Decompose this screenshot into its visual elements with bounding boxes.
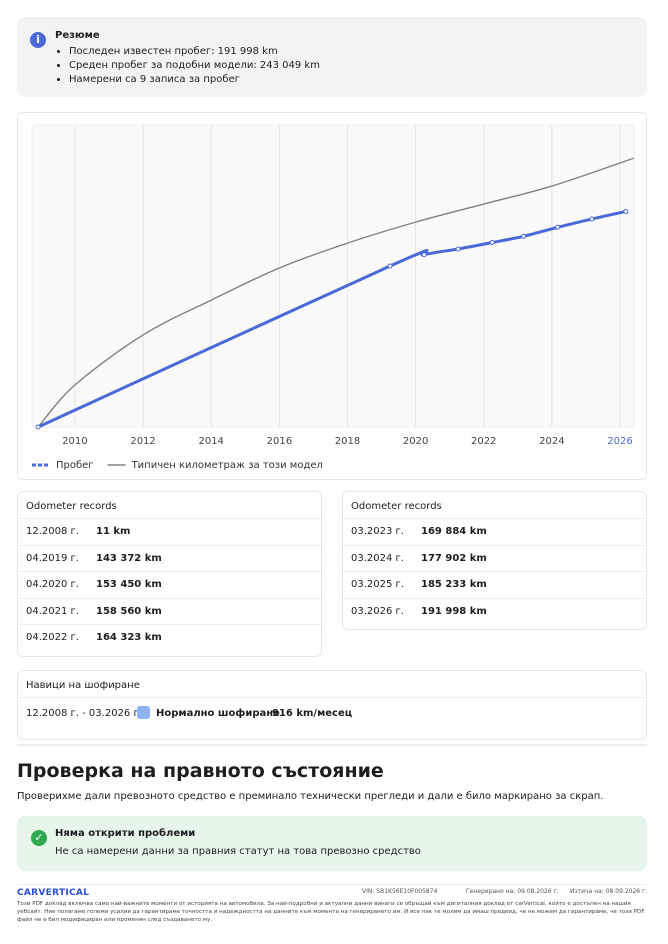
record-row: 12.2008 г. 11 km xyxy=(18,518,321,545)
record-date: 04.2020 г. xyxy=(26,579,79,590)
legend-label: Пробег xyxy=(56,460,94,471)
divider xyxy=(17,744,647,746)
driving-card: Навици на шофиране 12.2008 г. - 03.2026 … xyxy=(17,670,647,740)
record-km: 177 902 km xyxy=(421,552,487,564)
status-box: ✓ Няма открити проблеми Не са намерени д… xyxy=(17,816,647,871)
status-text: Не са намерени данни за правния статут н… xyxy=(55,846,421,857)
record-date: 04.2021 г. xyxy=(26,605,79,617)
x-tick-label: 2020 xyxy=(403,436,428,447)
data-point xyxy=(623,208,629,214)
record-row: 04.2019 г. 143 372 km xyxy=(18,544,321,572)
footer-disclaimer: Този PDF доклад включва само най-важните… xyxy=(17,901,645,923)
footer-generated: Генерирано на: 09.08.2026 г. xyxy=(466,888,559,895)
check-icon: ✓ xyxy=(31,830,47,846)
summary-title: Резюме xyxy=(55,30,100,41)
record-row: 04.2022 г. 164 323 km xyxy=(18,624,321,651)
series-line xyxy=(37,209,627,429)
x-tick-label: 2026 xyxy=(607,436,632,447)
x-tick-label: 2018 xyxy=(335,436,360,447)
style-swatch xyxy=(137,706,150,719)
x-tick-label: 2022 xyxy=(471,436,496,447)
x-tick-label: 2014 xyxy=(198,436,223,447)
divider xyxy=(17,884,647,885)
card-title: Odometer records xyxy=(26,501,117,512)
legend-label: Типичен километраж за този модел xyxy=(131,460,323,471)
section-title: Проверка на правното състояние xyxy=(17,760,384,782)
x-tick-label: 2016 xyxy=(267,436,292,447)
record-row: 03.2024 г. 177 902 km xyxy=(343,544,646,572)
driving-style: Нормално шофиране xyxy=(156,708,280,719)
footer-expires: Изтича на: 08.09.2026 г. xyxy=(570,888,648,895)
record-km: 153 450 km xyxy=(96,579,162,590)
record-date: 04.2022 г. xyxy=(26,632,79,643)
data-point xyxy=(35,424,41,430)
record-km: 169 884 km xyxy=(421,526,487,537)
record-km: 164 323 km xyxy=(96,632,162,643)
logo: CARVERTICAL xyxy=(17,888,90,898)
card-title: Odometer records xyxy=(351,501,442,512)
record-date: 04.2019 г. xyxy=(26,552,79,564)
summary-list: Последен известен пробег: 191 998 km Сре… xyxy=(55,45,320,87)
data-point xyxy=(589,216,595,222)
x-tick-label: 2010 xyxy=(62,436,87,447)
data-point xyxy=(489,240,495,246)
record-row: 04.2021 г. 158 560 km xyxy=(18,597,321,625)
plot-area xyxy=(31,124,635,428)
record-row: 03.2023 г. 169 884 km xyxy=(343,518,646,545)
section-description: Проверихме дали превозното средство е пр… xyxy=(17,791,604,802)
record-date: 03.2025 г. xyxy=(351,579,404,590)
record-km: 158 560 km xyxy=(96,605,162,617)
summary-box: i Резюме Последен известен пробег: 191 9… xyxy=(17,17,647,97)
record-km: 185 233 km xyxy=(421,579,487,590)
data-point xyxy=(387,263,393,269)
data-point xyxy=(455,246,461,252)
driving-row: 12.2008 г. - 03.2026 г. Нормално шофиран… xyxy=(18,697,646,740)
data-point xyxy=(421,252,427,258)
footer-vin: VIN: SB1K56E10F005874 xyxy=(362,888,438,895)
record-date: 12.2008 г. xyxy=(26,526,79,537)
data-point xyxy=(555,224,561,230)
record-km: 143 372 km xyxy=(96,552,162,564)
record-row: 04.2020 г. 153 450 km xyxy=(18,571,321,598)
record-date: 03.2026 г. xyxy=(351,605,404,617)
summary-item: Среден пробег за подобни модели: 243 049… xyxy=(69,59,320,73)
record-row: 03.2026 г. 191 998 km xyxy=(343,597,646,625)
summary-item: Намерени са 9 записа за пробег xyxy=(69,73,320,87)
odometer-card: Odometer records 03.2023 г. 169 884 km 03.… xyxy=(342,491,647,630)
record-km: 191 998 km xyxy=(421,605,487,617)
info-icon: i xyxy=(30,32,46,48)
record-date: 03.2024 г. xyxy=(351,552,404,564)
driving-rate: 916 km/месец xyxy=(272,708,353,719)
card-title: Навици на шофиране xyxy=(26,680,140,691)
x-tick-label: 2012 xyxy=(130,436,155,447)
odometer-card: Odometer records 12.2008 г. 11 km 04.2019 … xyxy=(17,491,322,657)
record-date: 03.2023 г. xyxy=(351,526,404,537)
summary-item: Последен известен пробег: 191 998 km xyxy=(69,45,320,59)
driving-period: 12.2008 г. - 03.2026 г. xyxy=(26,708,142,719)
data-point xyxy=(521,233,527,239)
x-tick-label: 2024 xyxy=(539,436,564,447)
record-km: 11 km xyxy=(96,526,131,537)
series-line xyxy=(37,157,635,428)
chart: 2010 2012 2014 2016 2018 2020 2022 2024 2026 Проб… xyxy=(31,124,635,471)
status-title: Няма открити проблеми xyxy=(55,828,196,839)
record-row: 03.2025 г. 185 233 km xyxy=(343,571,646,598)
